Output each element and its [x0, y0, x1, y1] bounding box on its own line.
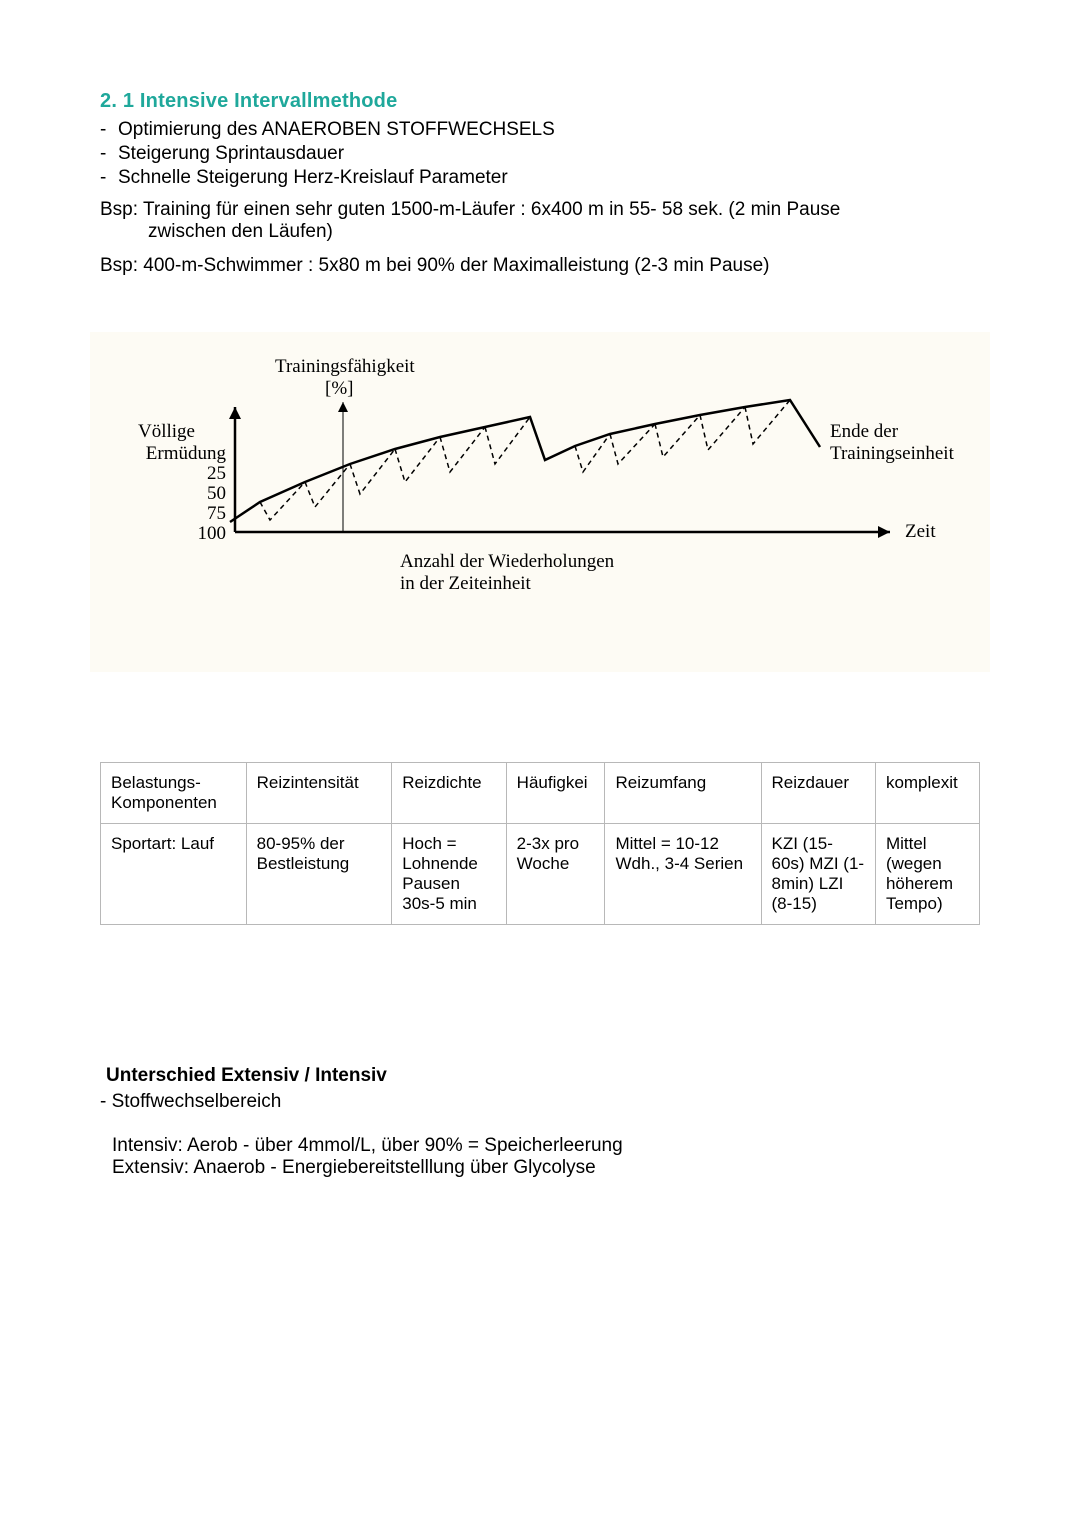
table-header: Reizumfang [605, 763, 761, 824]
extensive-line: Extensiv: Anaerob - Energiebereitstelllu… [112, 1157, 990, 1179]
table-cell: Sportart: Lauf [101, 824, 247, 925]
example-text: Bsp: 400-m-Schwimmer : 5x80 m bei 90% de… [100, 255, 990, 277]
table-cell: Mittel = 10-12 Wdh., 3-4 Serien [605, 824, 761, 925]
sub-heading: Unterschied Extensiv / Intensiv [106, 1065, 990, 1087]
bullet-item: -Steigerung Sprintausdauer [100, 143, 990, 165]
chart-svg: Trainingsfähigkeit [%] Völlige Ermüdung … [100, 352, 980, 642]
table-cell: KZI (15-60s) MZI (1-8min) LZI (8-15) [761, 824, 875, 925]
table-cell: Hoch = Lohnende Pausen 30s-5 min [392, 824, 506, 925]
sub-block: Intensiv: Aerob - über 4mmol/L, über 90%… [112, 1135, 990, 1179]
x-sublabel: Anzahl der Wiederholungen [400, 551, 615, 572]
y-tick: 100 [198, 523, 227, 544]
y-tick: 75 [207, 503, 226, 524]
training-chart: Trainingsfähigkeit [%] Völlige Ermüdung … [90, 332, 990, 672]
y-axis-inner-arrow [338, 402, 348, 412]
end-label: Ende der [830, 421, 899, 442]
bullet-item: -Schnelle Steigerung Herz-Kreislauf Para… [100, 167, 990, 189]
x-sublabel: in der Zeiteinheit [400, 573, 532, 594]
difference-section: Unterschied Extensiv / Intensiv - Stoffw… [100, 1065, 990, 1179]
table-cell: Mittel (wegen höherem Tempo) [875, 824, 979, 925]
y-axis-title: Trainingsfähigkeit [275, 356, 415, 377]
table-header: Häufigkei [506, 763, 605, 824]
table-row: Sportart: Lauf 80-95% der Bestleistung H… [101, 824, 980, 925]
page-content: 2. 1 Intensive Intervallmethode -Optimie… [0, 0, 1080, 1179]
end-label: Trainingseinheit [830, 443, 955, 464]
parameters-table: Belastungs- Komponenten Reizintensität R… [100, 762, 990, 925]
y-tick: 25 [207, 463, 226, 484]
bullet-text: Schnelle Steigerung Herz-Kreislauf Param… [118, 167, 508, 188]
bullet-text: Optimierung des ANAEROBEN STOFFWECHSELS [118, 119, 555, 140]
x-axis-label: Zeit [905, 521, 936, 542]
y-tick: 50 [207, 483, 226, 504]
table-header: komplexit [875, 763, 979, 824]
bullet-item: -Optimierung des ANAEROBEN STOFFWECHSELS [100, 119, 990, 141]
table-header: Belastungs- Komponenten [101, 763, 247, 824]
table-header: Reizdichte [392, 763, 506, 824]
example-text-cont: zwischen den Läufen) [148, 221, 990, 243]
rep-lines-set1 [260, 417, 530, 520]
y-axis-unit: [%] [325, 378, 353, 399]
table-cell: 80-95% der Bestleistung [246, 824, 392, 925]
y-label: Ermüdung [146, 443, 227, 464]
y-label: Völlige [138, 421, 195, 442]
bullet-text: Steigerung Sprintausdauer [118, 143, 344, 164]
table-header: Reizintensität [246, 763, 392, 824]
sub-line: - Stoffwechselbereich [100, 1091, 990, 1113]
table-header-row: Belastungs- Komponenten Reizintensität R… [101, 763, 980, 824]
x-axis-arrow [878, 526, 890, 538]
y-axis-arrow [229, 407, 241, 419]
section-heading: 2. 1 Intensive Intervallmethode [100, 90, 990, 113]
table-header: Reizdauer [761, 763, 875, 824]
example-text: Bsp: Training für einen sehr guten 1500-… [100, 199, 990, 221]
table-cell: 2-3x pro Woche [506, 824, 605, 925]
intensive-line: Intensiv: Aerob - über 4mmol/L, über 90%… [112, 1135, 990, 1157]
